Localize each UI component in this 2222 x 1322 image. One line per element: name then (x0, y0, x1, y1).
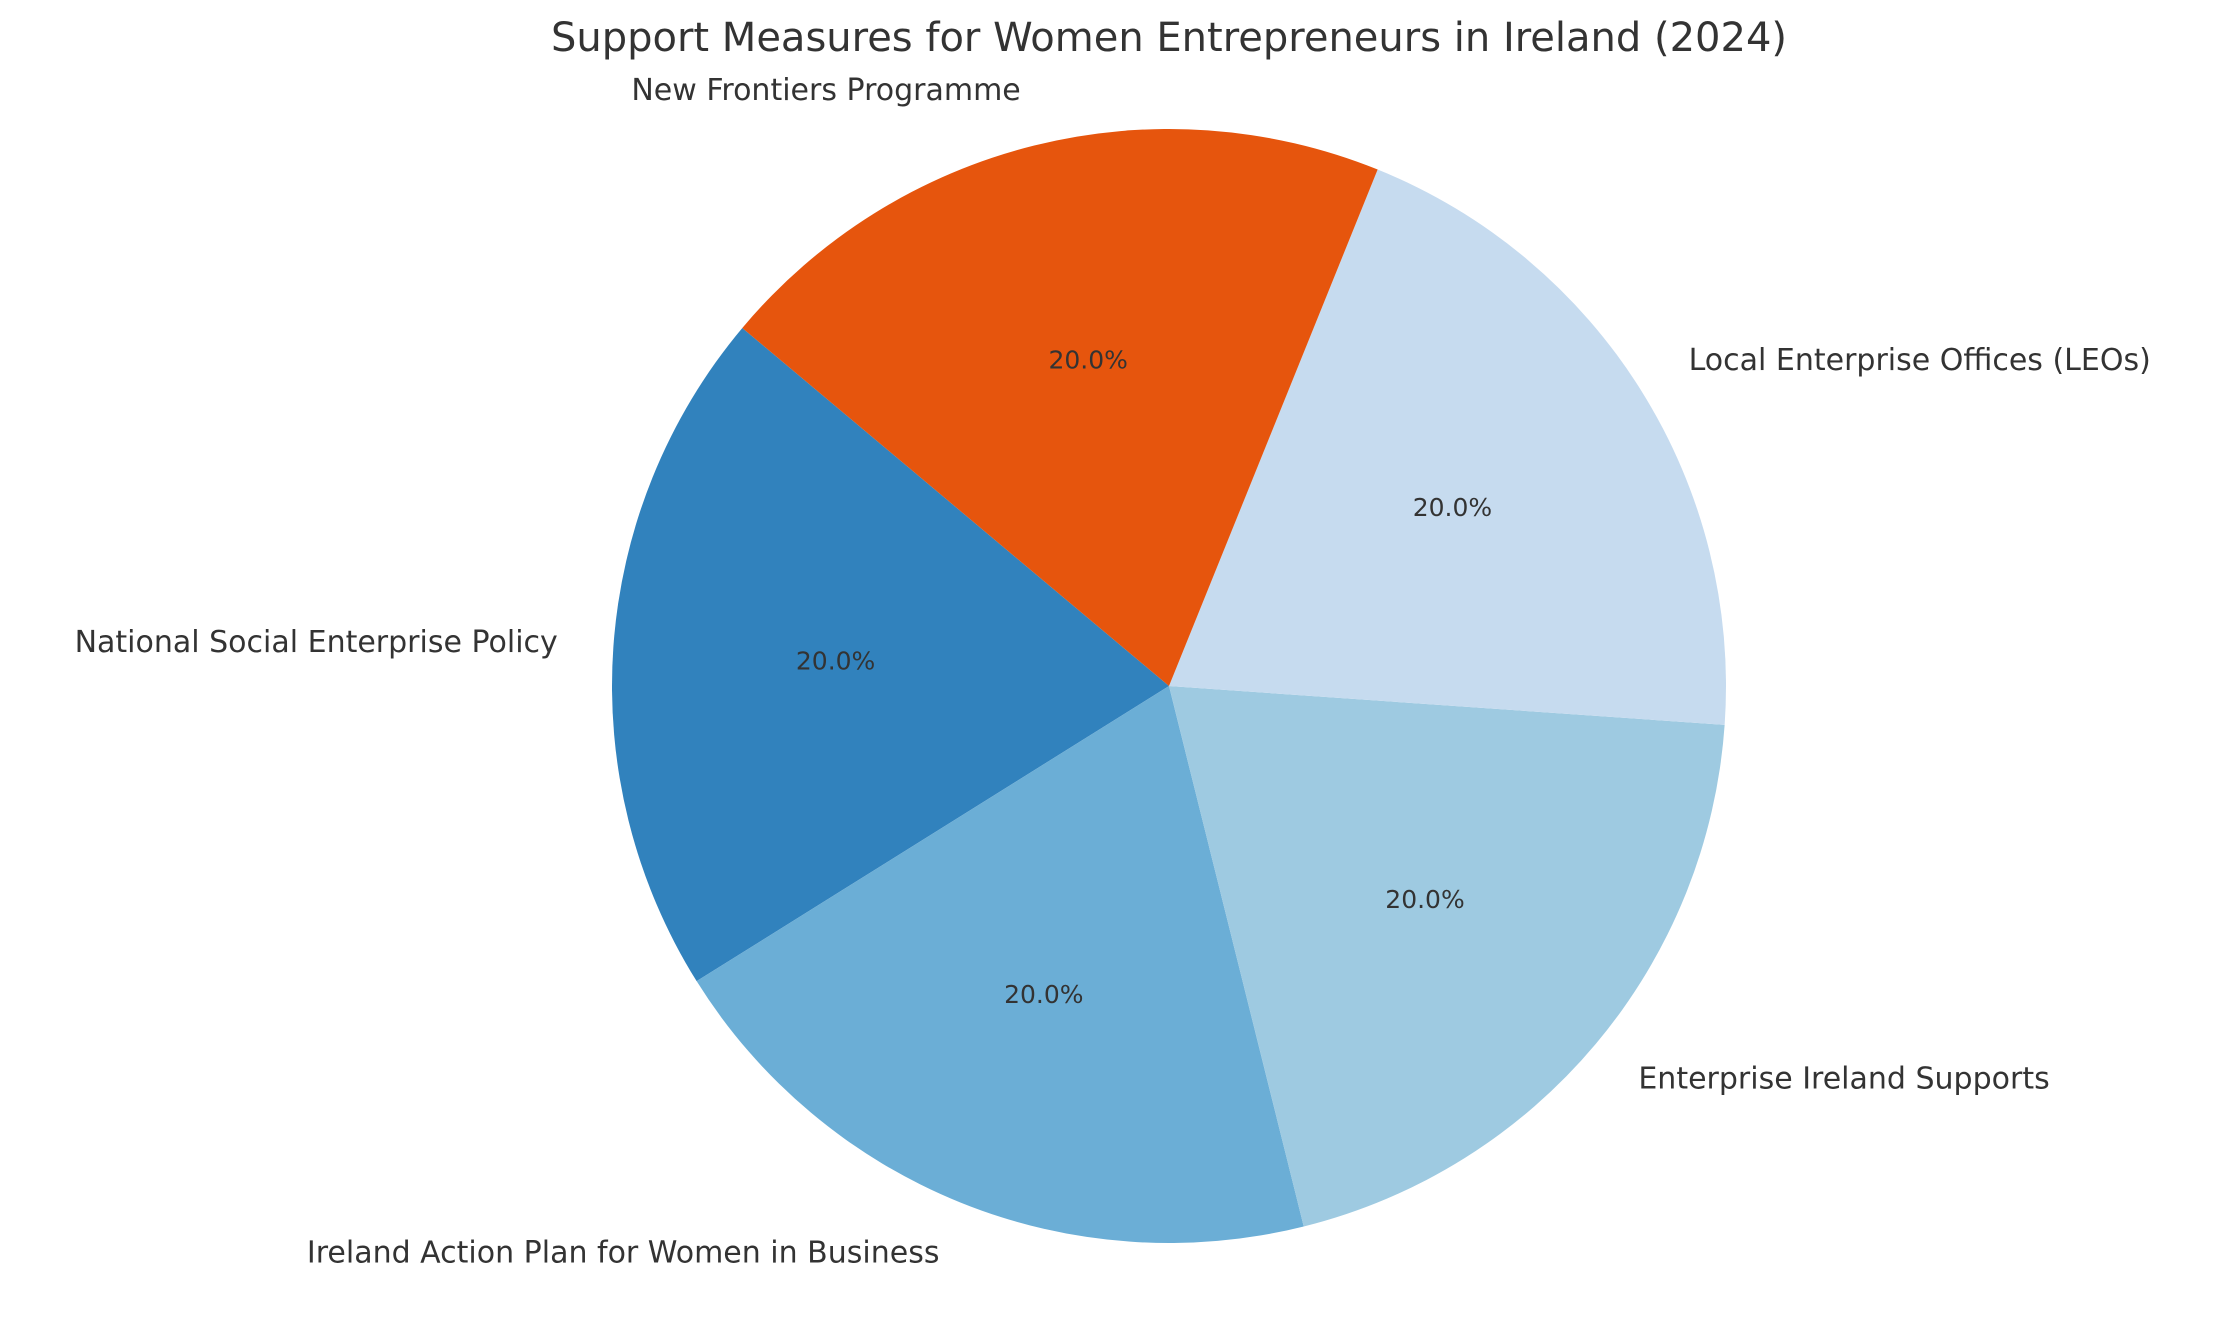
slice-label: Local Enterprise Offices (LEOs) (1689, 343, 2151, 378)
slice-label: Enterprise Ireland Supports (1638, 1061, 2049, 1096)
slice-label: New Frontiers Programme (631, 73, 1020, 108)
percent-label: 20.0% (1048, 346, 1127, 375)
pie-slice (612, 327, 1169, 982)
slice-label: National Social Enterprise Policy (75, 625, 558, 660)
slice-label: Ireland Action Plan for Women in Busines… (307, 1236, 940, 1271)
percent-label: 20.0% (796, 647, 875, 676)
pie-slice (1169, 169, 1726, 725)
percent-label: 20.0% (1413, 493, 1492, 522)
chart-title: Support Measures for Women Entrepreneurs… (551, 15, 1787, 61)
percent-label: 20.0% (1004, 980, 1083, 1009)
pie-slice (1169, 686, 1725, 1227)
pie-slice (742, 128, 1378, 686)
percent-label: 20.0% (1385, 885, 1464, 914)
pie-slice (696, 686, 1304, 1243)
